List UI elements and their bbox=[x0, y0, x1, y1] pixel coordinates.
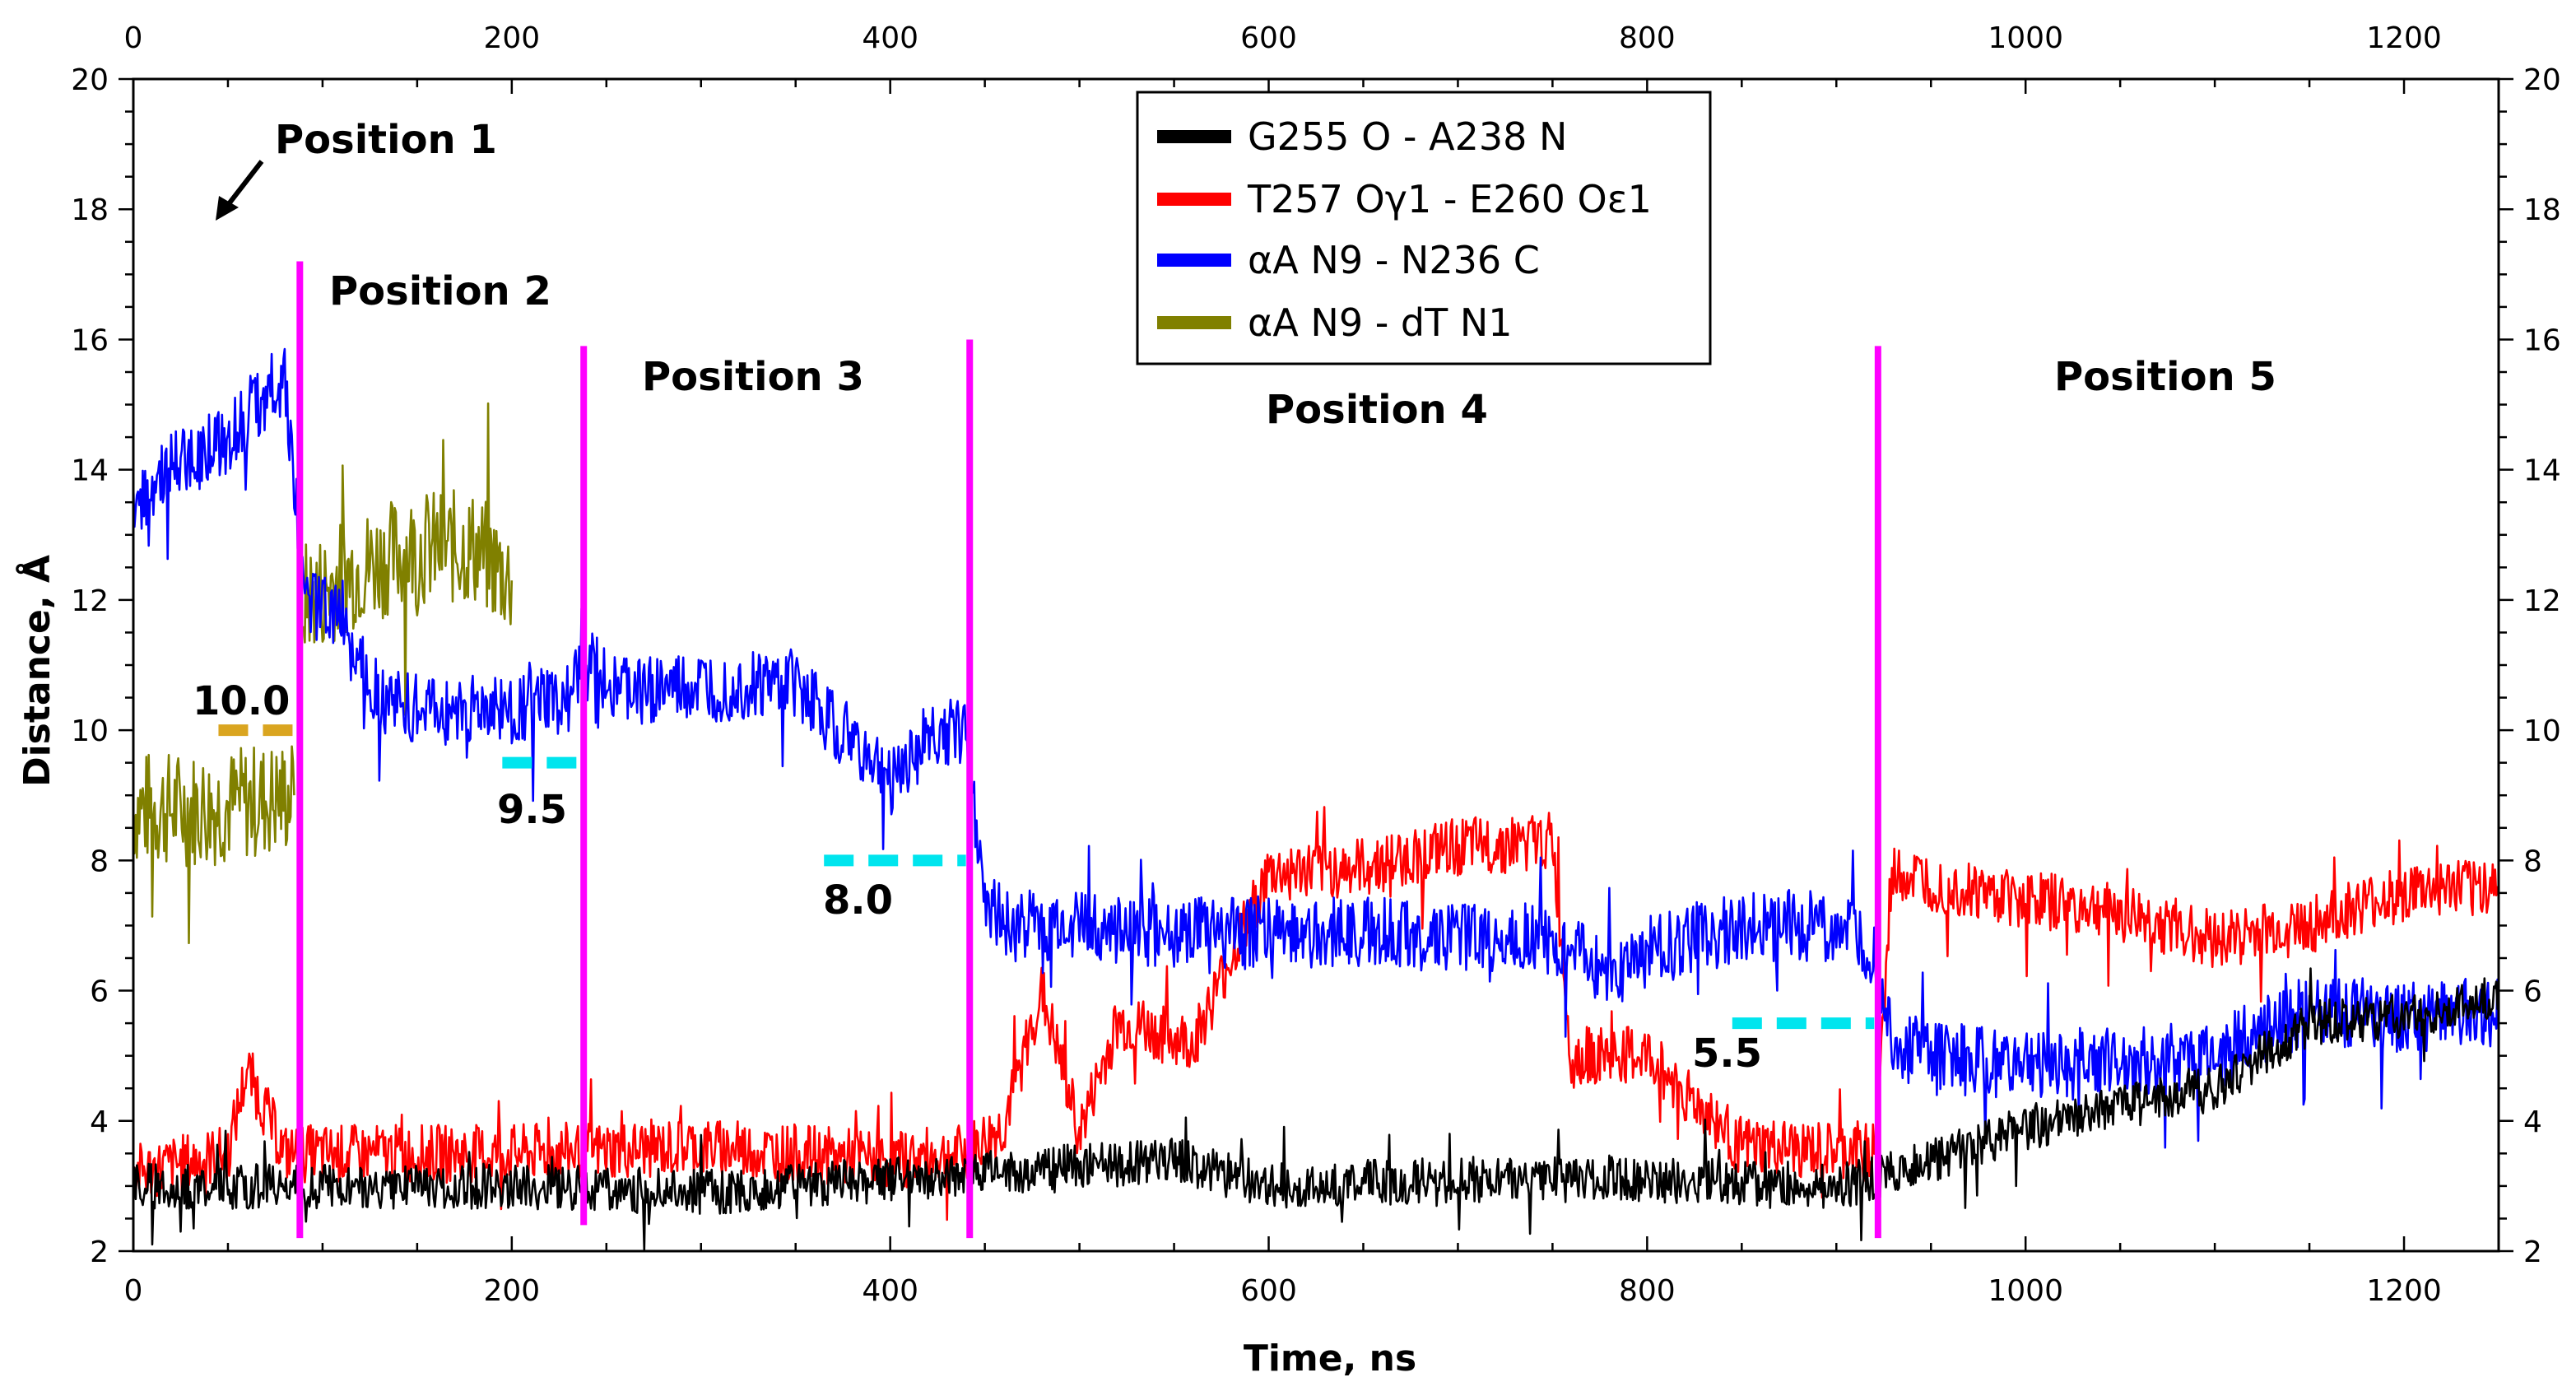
x-tick-label-bottom: 0 bbox=[124, 1274, 143, 1308]
x-tick-label-bottom: 400 bbox=[862, 1274, 918, 1308]
legend-label-aa-n236: αA N9 - N236 C bbox=[1248, 238, 1540, 282]
axes: 0 0 200 200 400 400 600 600 800 800 1000 1000 1200 12… bbox=[71, 21, 2561, 1308]
legend-label-g255: G255 O - A238 N bbox=[1248, 114, 1567, 159]
x-tick-label-top: 400 bbox=[862, 21, 918, 55]
y-tick-label-left: 4 bbox=[90, 1105, 109, 1139]
y-tick-label-left: 6 bbox=[90, 975, 109, 1009]
annotation-position-1: Position 1 bbox=[275, 117, 497, 163]
x-tick-label-bottom: 1000 bbox=[1988, 1274, 2063, 1308]
y-tick-label-right: 8 bbox=[2523, 845, 2542, 878]
reference-label-9-5: 9.5 bbox=[497, 787, 567, 833]
annotation-position-2: Position 2 bbox=[329, 268, 551, 314]
x-tick-label-top: 800 bbox=[1619, 21, 1676, 55]
legend-label-aa-dt: αA N9 - dT N1 bbox=[1248, 300, 1513, 345]
y-tick-label-left: 20 bbox=[71, 63, 109, 97]
x-axis-title: Time, ns bbox=[1244, 1338, 1416, 1380]
x-tick-label-top: 0 bbox=[124, 21, 143, 55]
series-line-1-0 bbox=[132, 806, 2499, 1221]
y-tick-label-right: 14 bbox=[2523, 454, 2561, 488]
y-tick-label-right: 2 bbox=[2523, 1235, 2542, 1269]
reference-label-5-5: 5.5 bbox=[1692, 1031, 1762, 1077]
annotation-position-5: Position 5 bbox=[2054, 354, 2276, 400]
x-tick-label-top: 1000 bbox=[1988, 21, 2063, 55]
y-tick-label-right: 10 bbox=[2523, 714, 2561, 748]
y-tick-label-left: 14 bbox=[71, 454, 109, 488]
legend-box bbox=[1136, 91, 1712, 365]
position-dividers bbox=[296, 261, 1881, 1239]
x-tick-label-bottom: 600 bbox=[1240, 1274, 1297, 1308]
y-tick-label-left: 2 bbox=[90, 1235, 109, 1269]
x-tick-label-bottom: 200 bbox=[483, 1274, 540, 1308]
x-tick-label-bottom: 800 bbox=[1619, 1274, 1676, 1308]
y-tick-label-right: 6 bbox=[2523, 975, 2542, 1009]
x-tick-label-top: 1200 bbox=[2366, 21, 2442, 55]
annotation-position-4: Position 4 bbox=[1266, 387, 1488, 433]
reference-label-8: 8.0 bbox=[823, 877, 893, 924]
y-tick-label-left: 8 bbox=[90, 845, 109, 878]
reference-lines bbox=[218, 724, 1875, 1030]
legend: G255 O - A238 N T257 Oγ1 - E260 Oε1 αA N… bbox=[1136, 91, 1712, 365]
x-tick-label-top: 600 bbox=[1240, 21, 1297, 55]
x-tick-label-top: 200 bbox=[483, 21, 540, 55]
y-tick-label-left: 18 bbox=[71, 193, 109, 227]
legend-label-t257: T257 Oγ1 - E260 Oε1 bbox=[1247, 177, 1652, 221]
arrow-icon bbox=[216, 160, 264, 221]
series-line-0-0 bbox=[132, 967, 2500, 1251]
annotation-position-3: Position 3 bbox=[642, 354, 864, 400]
y-tick-label-right: 16 bbox=[2523, 323, 2561, 357]
y-tick-label-left: 10 bbox=[71, 714, 109, 748]
reference-label-10: 10.0 bbox=[193, 678, 290, 724]
y-axis-title: Distance, Å bbox=[15, 555, 58, 787]
series-line-2-0 bbox=[132, 347, 2500, 1149]
y-tick-label-left: 12 bbox=[71, 584, 109, 618]
x-tick-label-bottom: 1200 bbox=[2366, 1274, 2442, 1308]
y-tick-label-right: 4 bbox=[2523, 1105, 2542, 1139]
series-group bbox=[132, 347, 2500, 1251]
y-tick-label-right: 18 bbox=[2523, 193, 2561, 227]
series-line-3-0 bbox=[132, 745, 295, 944]
y-tick-label-left: 16 bbox=[71, 323, 109, 357]
y-tick-label-right: 12 bbox=[2523, 584, 2561, 618]
y-tick-label-right: 20 bbox=[2523, 63, 2561, 97]
